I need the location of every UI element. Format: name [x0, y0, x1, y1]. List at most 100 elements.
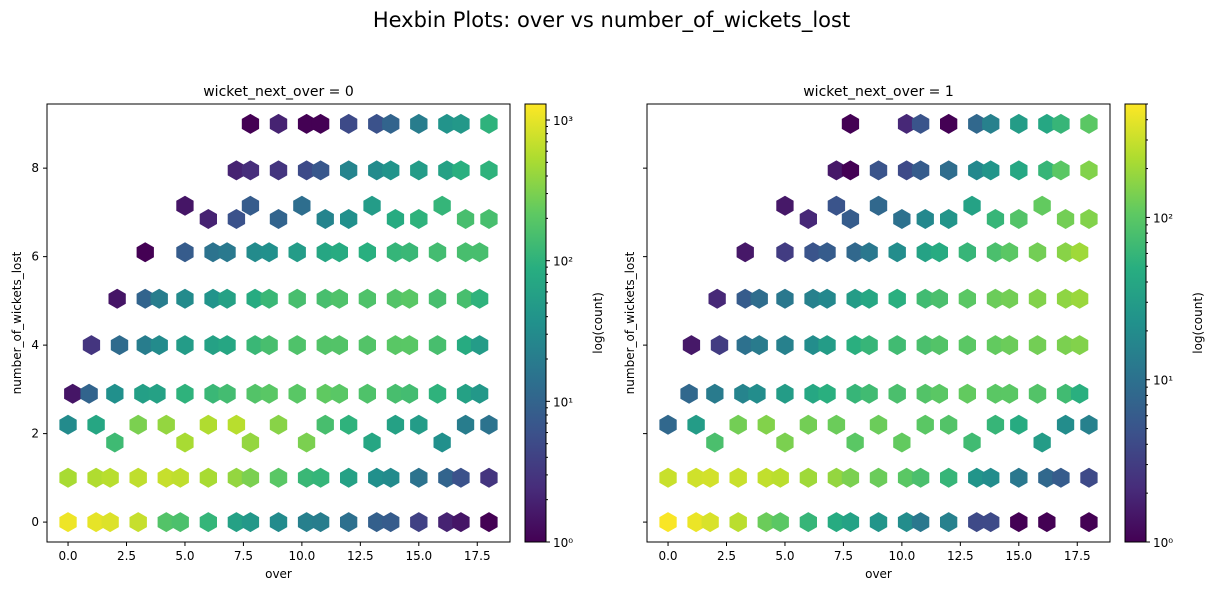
hexbin-cell: [293, 195, 311, 216]
hexbin-cell: [841, 113, 860, 134]
colorbar-tick-label: 10⁰: [553, 536, 573, 550]
hexbin-cell: [1080, 113, 1098, 134]
hexbin-cell: [818, 242, 836, 263]
x-tick-label: 7.5: [834, 549, 853, 563]
hexbin-cell: [288, 383, 306, 404]
hexbin-cell: [888, 383, 906, 404]
hexbin-cell: [246, 335, 264, 356]
hexbin-cell: [150, 288, 168, 309]
hexbin-cell: [968, 512, 986, 533]
hexbin-cell: [330, 288, 348, 309]
hexbin-cell: [288, 335, 306, 356]
hexbin-cell: [846, 335, 864, 356]
colorbar-tick-label: 10³: [553, 114, 573, 128]
hexbin-cell: [386, 383, 405, 404]
hexbin-cell: [227, 209, 246, 229]
hexbin-cell: [1080, 512, 1098, 533]
hexbin-cell: [860, 383, 878, 404]
hexbin-cell: [860, 335, 878, 356]
hexbin-cell: [241, 432, 260, 453]
hexbin-cell: [897, 113, 916, 134]
hexbin-cell: [757, 414, 775, 435]
hexbin-cell: [176, 335, 194, 356]
hexbin-cell: [218, 383, 236, 404]
hexbin-cell: [799, 209, 817, 229]
hexbin-cell: [382, 160, 400, 181]
hexbin-cell: [269, 113, 288, 134]
hexbin-cell: [134, 383, 152, 404]
hexbin-cell: [1028, 335, 1047, 356]
hexbin-cell: [930, 288, 948, 309]
hexbin-cell: [804, 288, 822, 309]
hexbin-cell: [311, 113, 330, 134]
hexbin-cell: [1033, 195, 1051, 216]
x-tick-label: 17.5: [464, 549, 491, 563]
hexbin-cell: [682, 335, 701, 356]
hexbin-cell: [340, 160, 358, 181]
y-tick-label: 8: [31, 161, 39, 175]
hexbin-cell: [1010, 414, 1028, 435]
hexbin-cell: [227, 512, 246, 533]
axes-frame: [646, 103, 1111, 543]
hexbin-cell: [729, 414, 747, 435]
hexbin-cell: [480, 467, 498, 488]
hexbin-cell: [1038, 113, 1056, 134]
hexbin-cell: [1038, 512, 1056, 533]
hexbin-cell: [897, 467, 916, 488]
hexbin-cell: [827, 160, 846, 181]
hexbin-cell: [1028, 383, 1047, 404]
hexbin-cell: [410, 467, 428, 488]
hexbin-cell: [241, 512, 260, 533]
hexbin-cell: [1010, 512, 1028, 533]
hexbin-cell: [860, 288, 878, 309]
hexbin-cell: [297, 113, 316, 134]
hexbin-cell: [869, 467, 888, 488]
hexbin-cell: [176, 288, 194, 309]
hexbin-cell: [227, 467, 246, 488]
hexbin-cell: [804, 383, 822, 404]
hexbin-cell: [1052, 160, 1070, 181]
subplot-title: wicket_next_over = 1: [803, 84, 954, 100]
x-tick-label: 0.0: [658, 549, 677, 563]
hexbin-cell: [982, 467, 1000, 488]
hexbin-cell: [241, 160, 260, 181]
hexbin-cell: [218, 288, 236, 309]
hexbin-cell: [340, 512, 358, 533]
hexbin-cell: [940, 467, 958, 488]
hexbin-cell: [729, 512, 747, 533]
hexbin-cell: [1080, 209, 1098, 229]
hexbin-cell: [368, 113, 386, 134]
hexbin-cell: [986, 209, 1005, 229]
hexbin-cell: [428, 242, 447, 263]
hexbin-subplot-1: 0.0 2.5 5.0 7.5 10.0 12.5 15.0 17.5 0 2 4 6 8 wicket_…: [10, 84, 605, 581]
hexbin-cell: [269, 209, 288, 229]
hexbin-cell: [218, 335, 236, 356]
hexbin-cell: [1070, 242, 1089, 263]
hexbin-cell: [176, 432, 194, 453]
hexbin-cell: [340, 209, 358, 229]
hexbin-cell: [456, 383, 475, 404]
hexbin-cell: [150, 335, 168, 356]
hexbin-cell: [911, 113, 930, 134]
hexbin-cell: [260, 335, 278, 356]
hexbin-cell: [750, 335, 768, 356]
hexbin-cell: [456, 414, 475, 435]
hexbin-cell: [227, 414, 246, 435]
x-tick-label: 5.0: [175, 549, 194, 563]
hexbin-cell: [776, 383, 794, 404]
hexbin-cell: [958, 242, 976, 263]
hexbin-cell: [841, 209, 860, 229]
hexbin-cell: [316, 383, 334, 404]
x-axis-label: over: [865, 567, 892, 581]
hexbin-cell: [410, 414, 428, 435]
hexbin-cell: [297, 467, 316, 488]
hexbin-cell: [368, 160, 386, 181]
hexbin-cell: [776, 432, 794, 453]
hexbin-cell: [456, 209, 475, 229]
hexbin-cell: [199, 414, 217, 435]
hexbin-cell: [982, 512, 1000, 533]
hexbin-cell: [687, 512, 705, 533]
hexbin-cell: [1000, 242, 1019, 263]
hexbin-cell: [930, 383, 948, 404]
hexbin-cell: [804, 242, 822, 263]
